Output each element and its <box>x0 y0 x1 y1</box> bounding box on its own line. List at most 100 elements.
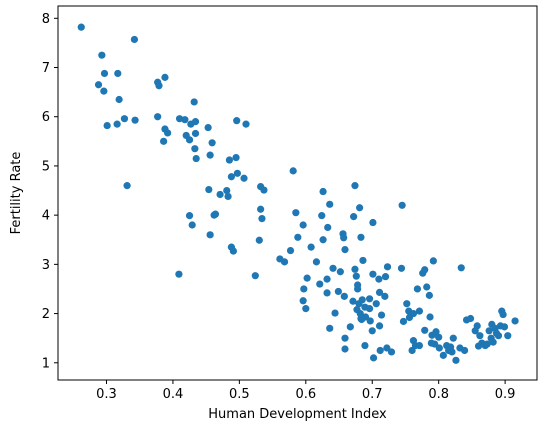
data-point <box>130 35 138 44</box>
data-point <box>341 245 349 254</box>
data-point <box>312 258 321 266</box>
data-point <box>123 182 131 190</box>
data-point <box>466 314 475 323</box>
data-point <box>175 270 183 278</box>
data-point <box>115 95 123 104</box>
data-point <box>485 327 493 335</box>
data-point <box>376 346 384 355</box>
data-point <box>326 324 334 332</box>
y-tick-label: 8 <box>42 12 50 27</box>
data-point <box>323 289 331 297</box>
data-point <box>369 270 377 278</box>
data-point <box>397 264 406 272</box>
data-point <box>398 201 406 209</box>
data-point <box>233 169 241 177</box>
data-point <box>425 291 433 299</box>
plot-frame <box>57 5 538 381</box>
data-point <box>302 305 310 313</box>
data-point <box>280 258 289 266</box>
scatter-points <box>77 23 519 364</box>
data-point <box>227 173 235 181</box>
data-point <box>435 344 443 352</box>
data-point <box>336 268 344 276</box>
x-tick-label: 0.7 <box>362 387 383 402</box>
data-point <box>452 356 460 364</box>
data-point <box>318 212 326 220</box>
y-axis-label: Fertility Rate <box>9 152 24 235</box>
data-point <box>114 69 122 78</box>
data-point <box>251 272 259 280</box>
data-point <box>423 283 431 291</box>
y-tick-label: 3 <box>42 258 50 273</box>
data-point <box>233 117 241 125</box>
y-axis-ticks: 1 2 3 4 5 6 7 8 <box>42 12 58 371</box>
data-point <box>476 332 484 340</box>
data-point <box>155 82 163 90</box>
data-point <box>303 274 311 282</box>
data-point <box>340 234 348 242</box>
data-point <box>190 98 198 106</box>
data-point <box>457 264 465 272</box>
data-point <box>357 233 365 241</box>
data-point <box>421 326 429 334</box>
data-point <box>354 281 362 289</box>
data-point <box>225 156 233 164</box>
data-point <box>319 187 327 196</box>
data-point <box>257 205 265 213</box>
data-point <box>323 275 331 283</box>
y-tick-label: 6 <box>42 110 50 125</box>
data-point <box>399 317 408 326</box>
data-point <box>375 288 384 297</box>
data-point <box>100 69 109 78</box>
data-point <box>368 327 376 335</box>
data-point <box>346 323 354 331</box>
data-point <box>340 292 348 300</box>
x-tick-label: 0.4 <box>163 387 184 402</box>
data-point <box>292 209 300 217</box>
data-point <box>307 243 315 251</box>
data-point <box>113 120 121 128</box>
data-point <box>500 323 509 331</box>
data-point <box>383 263 392 271</box>
data-point <box>103 121 111 130</box>
data-point <box>316 280 324 288</box>
data-point <box>366 317 374 325</box>
data-point <box>359 256 367 265</box>
y-tick-label: 5 <box>42 159 50 174</box>
data-point <box>206 231 214 239</box>
data-point <box>224 192 232 201</box>
data-point <box>299 297 307 305</box>
data-point <box>365 305 374 313</box>
data-point <box>98 51 106 59</box>
data-point <box>351 265 359 273</box>
data-point <box>494 332 503 340</box>
data-point <box>415 341 424 350</box>
data-point <box>415 307 424 315</box>
data-point <box>358 296 366 304</box>
data-point <box>188 221 196 229</box>
data-point <box>258 214 266 223</box>
data-point <box>334 287 342 296</box>
data-point <box>208 139 216 147</box>
data-point <box>204 123 212 132</box>
data-point <box>432 328 440 336</box>
data-point <box>511 317 519 325</box>
data-point <box>319 236 327 244</box>
data-point <box>242 120 250 128</box>
data-point <box>421 266 429 274</box>
y-tick-label: 1 <box>42 356 50 371</box>
data-point <box>429 257 437 265</box>
data-point <box>448 348 456 356</box>
data-point <box>377 311 386 319</box>
data-point <box>369 218 377 227</box>
data-point <box>341 345 349 353</box>
data-point <box>77 23 85 31</box>
data-point <box>413 285 422 293</box>
data-point <box>299 221 307 229</box>
data-point <box>185 212 194 220</box>
data-point <box>361 341 369 350</box>
data-point <box>403 300 411 308</box>
data-point <box>191 129 200 138</box>
